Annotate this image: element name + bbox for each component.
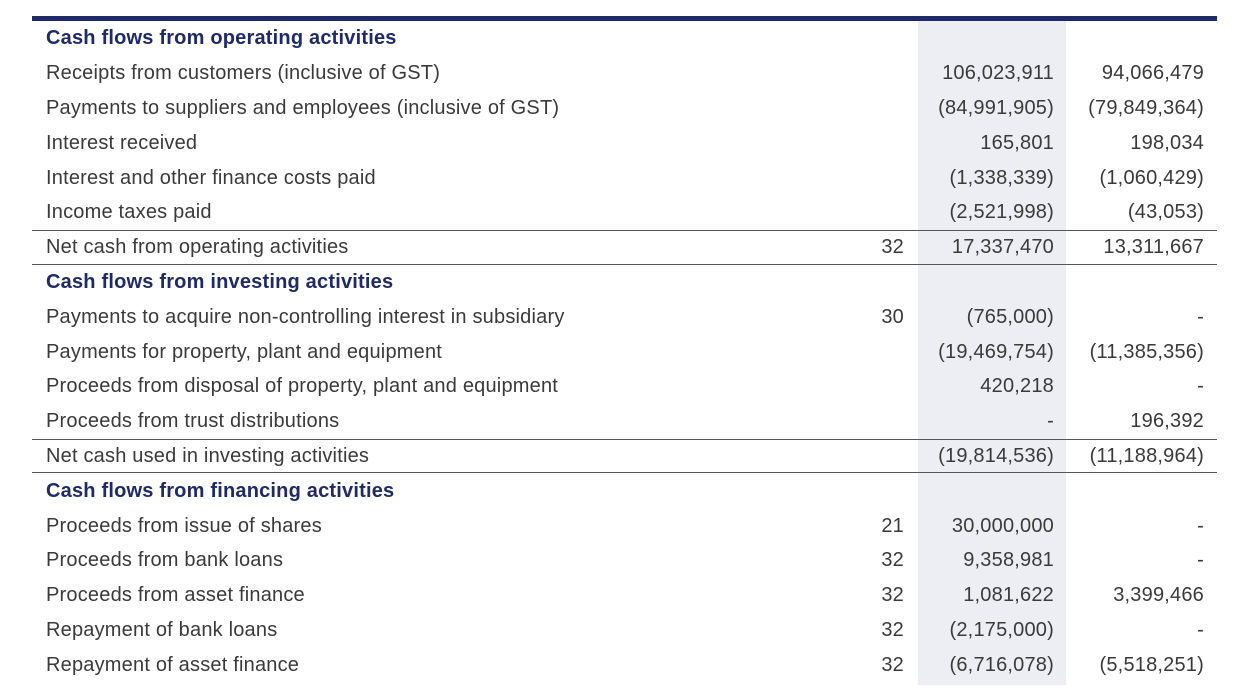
row-prior-value: (79,849,364) <box>1088 96 1204 119</box>
section-heading-label: Cash flows from investing activities <box>46 270 394 293</box>
row-prior-value: 3,399,466 <box>1113 584 1204 607</box>
top-rule <box>32 16 1217 21</box>
row-label: Proceeds from disposal of property, plan… <box>46 375 559 398</box>
table-row: Payments for property, plant and equipme… <box>32 334 1217 369</box>
table-row: Proceeds from issue of shares 21 30,000,… <box>32 508 1217 543</box>
row-label: Interest received <box>46 131 198 154</box>
cash-flow-statement: Cash flows from operating activities Rec… <box>32 21 1217 682</box>
row-prior-value: (11,385,356) <box>1089 340 1204 363</box>
table-row: Interest and other finance costs paid (1… <box>32 160 1217 195</box>
table-row: Proceeds from asset finance 32 1,081,622… <box>32 578 1217 613</box>
table-row: Proceeds from disposal of property, plan… <box>32 369 1217 404</box>
table-row: Payments to acquire non-controlling inte… <box>32 299 1217 334</box>
row-label: Proceeds from issue of shares <box>46 514 322 537</box>
total-label: Net cash used in investing activities <box>46 444 370 467</box>
row-current-value: 165,801 <box>980 131 1054 154</box>
row-current-value: 9,358,981 <box>963 549 1054 572</box>
row-prior-value: (5,518,251) <box>1099 653 1204 676</box>
row-prior-value: - <box>1197 514 1204 537</box>
row-label: Interest and other finance costs paid <box>46 166 376 189</box>
section-heading-investing: Cash flows from investing activities <box>32 265 1217 300</box>
row-label: Proceeds from trust distributions <box>46 410 340 433</box>
row-label: Payments to suppliers and employees (inc… <box>46 96 560 119</box>
row-prior-value: 198,034 <box>1130 131 1204 154</box>
row-prior-value: - <box>1197 305 1204 328</box>
row-current-value: - <box>1047 410 1054 433</box>
row-label: Receipts from customers (inclusive of GS… <box>46 62 441 85</box>
row-note: 32 <box>881 618 904 641</box>
total-prior-value: 13,311,667 <box>1103 236 1204 259</box>
row-label: Proceeds from asset finance <box>46 584 305 607</box>
row-current-value: (6,716,078) <box>949 653 1054 676</box>
row-label: Repayment of asset finance <box>46 653 300 676</box>
row-prior-value: - <box>1197 375 1204 398</box>
row-label: Repayment of bank loans <box>46 618 278 641</box>
table-row: Interest received 165,801 198,034 <box>32 125 1217 160</box>
table-row: Proceeds from bank loans 32 9,358,981 - <box>32 543 1217 578</box>
row-current-value: (19,469,754) <box>938 340 1054 363</box>
row-prior-value: - <box>1197 549 1204 572</box>
row-current-value: (84,991,905) <box>938 96 1054 119</box>
section-heading-operating: Cash flows from operating activities <box>32 21 1217 56</box>
row-current-value: (2,521,998) <box>949 201 1054 224</box>
row-note: 30 <box>881 305 904 328</box>
row-current-value: 420,218 <box>980 375 1054 398</box>
section-heading-label: Cash flows from financing activities <box>46 479 395 502</box>
row-current-value: 106,023,911 <box>942 62 1054 85</box>
total-label: Net cash from operating activities <box>46 236 349 259</box>
current-year-column-shading <box>918 21 1066 685</box>
row-label: Income taxes paid <box>46 201 212 224</box>
section-heading-financing: Cash flows from financing activities <box>32 473 1217 508</box>
table-row: Income taxes paid (2,521,998) (43,053) <box>32 195 1217 230</box>
row-prior-value: 94,066,479 <box>1101 62 1204 85</box>
table-row: Payments to suppliers and employees (inc… <box>32 91 1217 126</box>
row-current-value: 1,081,622 <box>963 584 1054 607</box>
row-label: Proceeds from bank loans <box>46 549 284 572</box>
row-note: 32 <box>881 549 904 572</box>
row-prior-value: (43,053) <box>1127 201 1204 224</box>
row-label: Payments for property, plant and equipme… <box>46 340 443 363</box>
row-label: Payments to acquire non-controlling inte… <box>46 305 565 328</box>
total-note: 32 <box>881 236 904 259</box>
row-prior-value: (1,060,429) <box>1099 166 1204 189</box>
total-row-operating: Net cash from operating activities 32 17… <box>32 229 1217 265</box>
row-current-value: (1,338,339) <box>949 166 1054 189</box>
row-note: 21 <box>881 514 904 537</box>
table-row: Repayment of bank loans 32 (2,175,000) - <box>32 613 1217 648</box>
table-row: Receipts from customers (inclusive of GS… <box>32 56 1217 91</box>
row-current-value: (2,175,000) <box>949 618 1054 641</box>
row-current-value: 30,000,000 <box>951 514 1054 537</box>
row-prior-value: - <box>1197 618 1204 641</box>
total-current-value: 17,337,470 <box>951 236 1054 259</box>
total-current-value: (19,814,536) <box>938 444 1054 467</box>
table-row: Proceeds from trust distributions - 196,… <box>32 404 1217 439</box>
row-current-value: (765,000) <box>966 305 1054 328</box>
row-note: 32 <box>881 653 904 676</box>
row-note: 32 <box>881 584 904 607</box>
total-prior-value: (11,188,964) <box>1089 444 1204 467</box>
row-prior-value: 196,392 <box>1130 410 1204 433</box>
total-row-investing: Net cash used in investing activities (1… <box>32 438 1217 474</box>
section-heading-label: Cash flows from operating activities <box>46 27 397 50</box>
table-row: Repayment of asset finance 32 (6,716,078… <box>32 647 1217 682</box>
